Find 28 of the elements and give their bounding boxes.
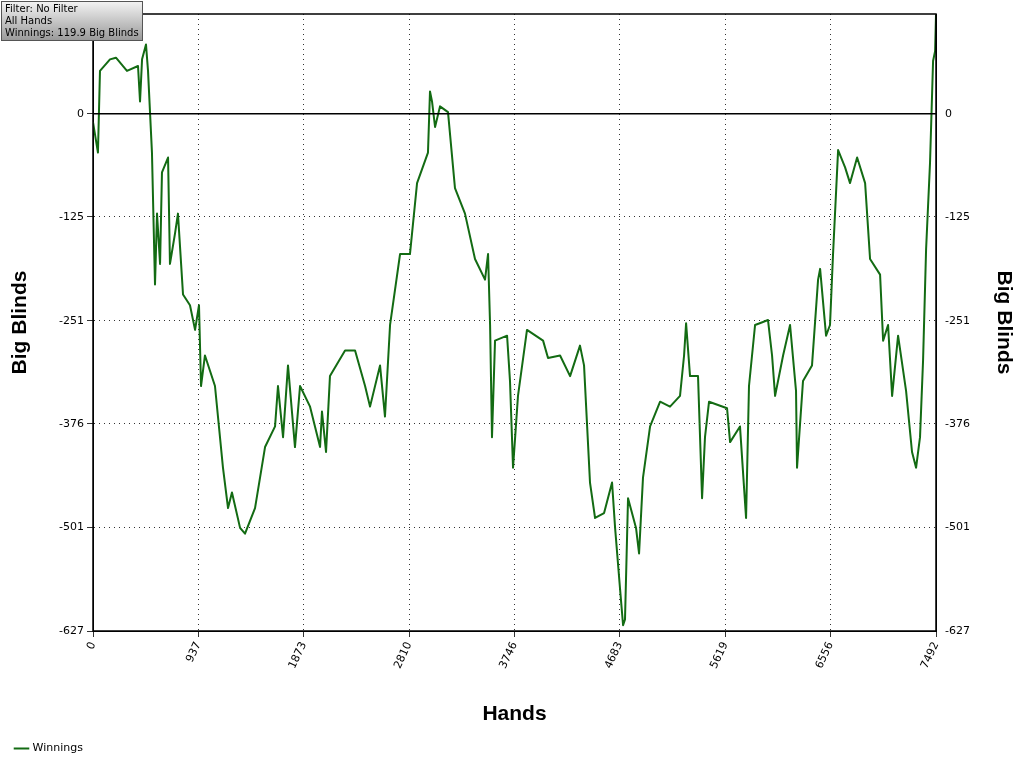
y-tick-label: -125	[59, 209, 84, 223]
text: Filter: No Filter	[5, 3, 79, 15]
x-tick-label: 1873	[285, 639, 310, 671]
x-tick-label: 7492	[917, 639, 942, 671]
y-tick-label: -376	[59, 416, 84, 430]
x-tick-label: 0	[83, 639, 99, 652]
y2-tick-label: -125	[945, 209, 970, 223]
x-tick-label: 937	[183, 639, 204, 665]
y2-tick-label: -251	[945, 313, 970, 327]
y2-tick-label: -501	[945, 519, 970, 533]
legend-label: Winnings	[32, 741, 84, 755]
y2-tick-label: 0	[945, 106, 952, 120]
x-axis-title: Hands	[482, 701, 547, 725]
y2-tick-label: -627	[945, 623, 970, 637]
y-tick-label: -251	[59, 313, 84, 327]
x-tick-label: 5619	[706, 639, 731, 671]
x-tick-label: 2810	[390, 639, 415, 671]
x-tick-label: 4683	[601, 639, 626, 671]
y-tick-label: -627	[59, 623, 84, 637]
y-axis-title: Big Blinds	[7, 270, 31, 375]
x-tick-label: 3746	[496, 639, 520, 671]
y2-tick-label: -376	[945, 416, 970, 430]
x-tick-label: 6556	[812, 639, 836, 671]
y-tick-label: 0	[77, 106, 84, 120]
annotation: Winnings: 119.9 Big Blinds	[5, 27, 139, 39]
y-tick-label: -501	[59, 519, 84, 533]
y2-axis-title: Big Blinds	[993, 270, 1017, 375]
text: All Hands	[5, 15, 54, 27]
